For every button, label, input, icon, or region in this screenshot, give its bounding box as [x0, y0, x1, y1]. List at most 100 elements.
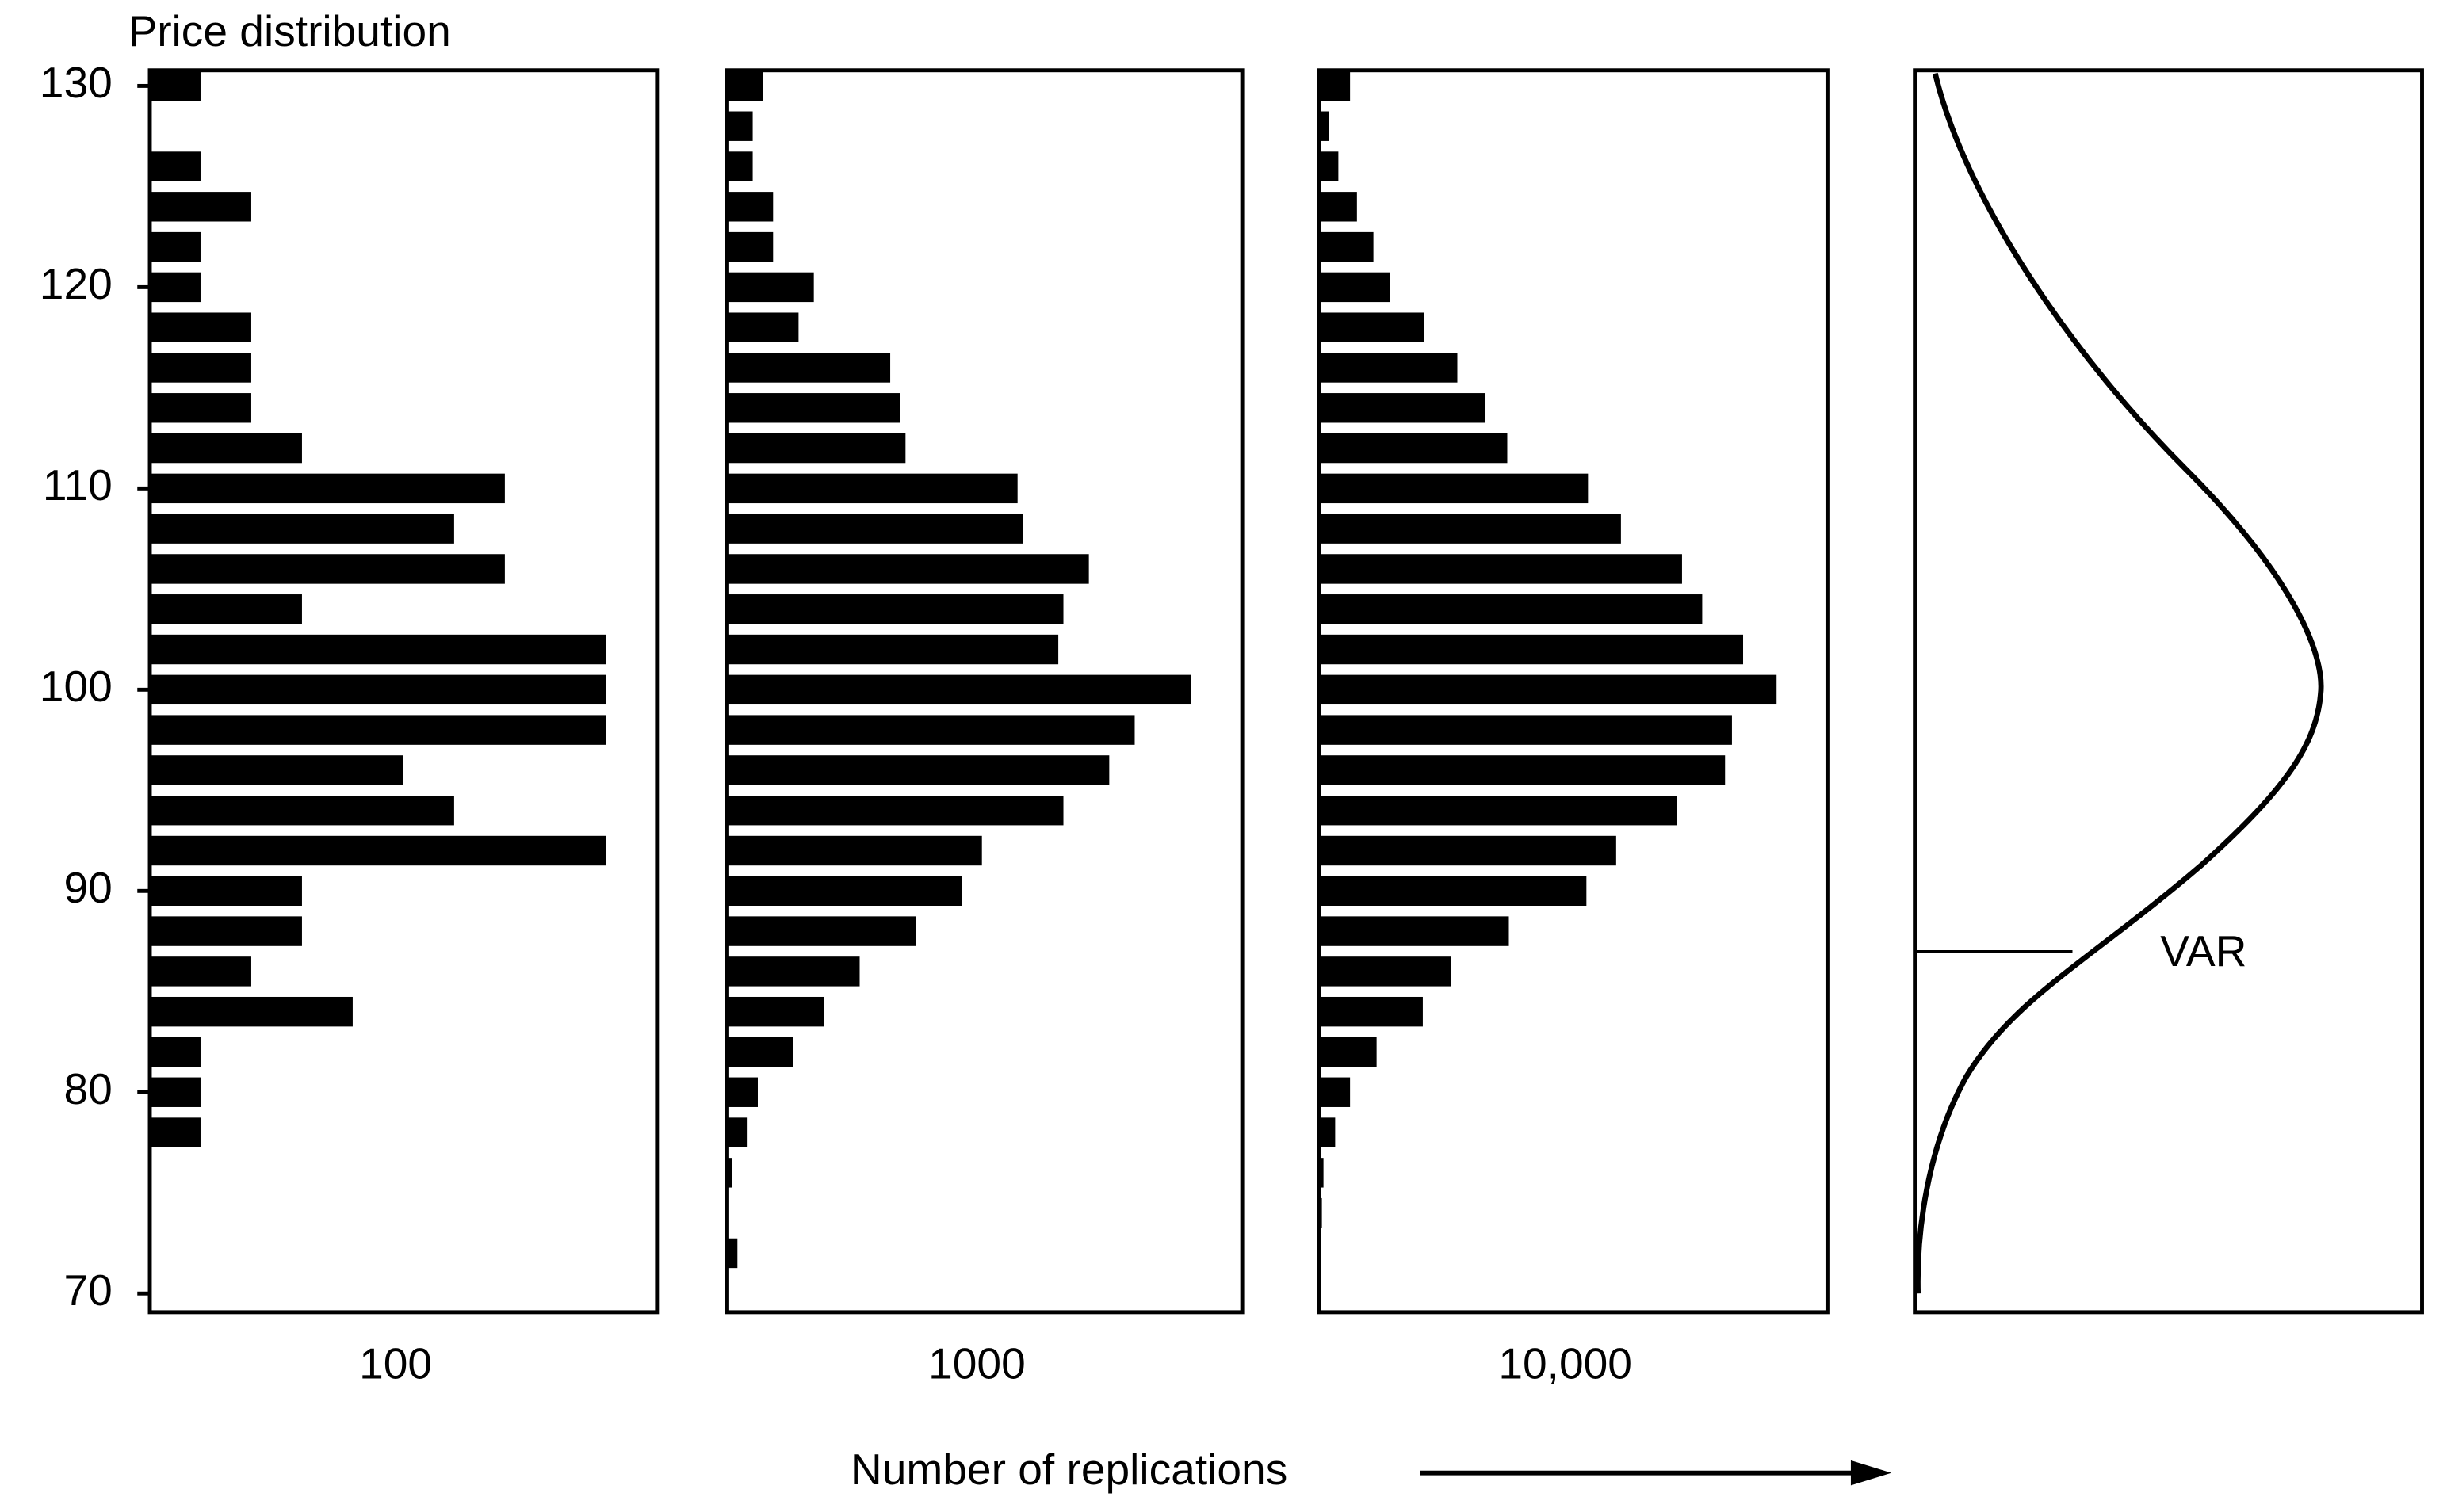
bar — [150, 755, 403, 785]
bar — [1318, 796, 1677, 826]
bar — [727, 674, 1191, 705]
bar — [150, 231, 201, 262]
bar — [727, 634, 1059, 665]
bar — [1318, 916, 1509, 946]
bar — [1318, 594, 1703, 624]
bar — [727, 1158, 732, 1188]
bar — [150, 473, 505, 504]
bar — [150, 956, 251, 987]
bar — [727, 71, 763, 101]
bar — [727, 796, 1064, 826]
bar — [150, 312, 251, 342]
y-tick-label: 90 — [63, 863, 112, 912]
bar — [1318, 151, 1339, 181]
bar — [727, 916, 916, 946]
bar — [727, 1117, 748, 1147]
bar — [1318, 634, 1744, 665]
bar — [150, 1117, 201, 1147]
bar — [727, 151, 753, 181]
bar — [1318, 514, 1621, 544]
bar — [1318, 1037, 1377, 1067]
bar — [1318, 755, 1726, 785]
bar — [1318, 674, 1777, 705]
panel-label: 1000 — [928, 1338, 1026, 1388]
bar — [727, 594, 1064, 624]
bar — [1318, 393, 1486, 423]
bar — [1318, 1117, 1336, 1147]
bar — [1318, 1077, 1351, 1107]
arrow — [1420, 1460, 1892, 1486]
bar — [1318, 715, 1732, 745]
bar — [727, 876, 962, 906]
bar — [1318, 192, 1357, 222]
bar — [1318, 312, 1424, 342]
bar — [150, 514, 454, 544]
bar — [150, 353, 251, 383]
bar — [727, 312, 799, 342]
bar — [727, 433, 906, 464]
bar — [727, 514, 1023, 544]
bar — [1318, 111, 1329, 141]
bar — [727, 1077, 758, 1107]
y-tick-label: 100 — [40, 662, 113, 711]
bar — [150, 393, 251, 423]
bar — [1318, 996, 1423, 1027]
bar — [150, 272, 201, 303]
bar — [727, 272, 814, 303]
bar — [150, 674, 606, 705]
bar — [727, 1238, 738, 1269]
bar — [727, 473, 1018, 504]
bar — [150, 996, 353, 1027]
y-tick-label: 130 — [40, 58, 113, 107]
bar — [150, 916, 302, 946]
bar — [1318, 473, 1589, 504]
bar — [727, 835, 982, 866]
bar — [150, 151, 201, 181]
bar — [1318, 956, 1451, 987]
bar — [1318, 231, 1374, 262]
panel-label: 100 — [359, 1338, 432, 1388]
bar — [1318, 1197, 1322, 1228]
y-tick-label: 70 — [63, 1266, 112, 1315]
bar — [1318, 835, 1616, 866]
bar — [1318, 71, 1351, 101]
panel-frame — [1913, 68, 2424, 1315]
bar — [1318, 1158, 1324, 1188]
bar — [1318, 876, 1587, 906]
bar — [727, 715, 1135, 745]
bar — [727, 996, 824, 1027]
panel-label: 10,000 — [1498, 1338, 1632, 1388]
chart-title: Price distribution — [128, 6, 450, 55]
bar — [727, 353, 891, 383]
bar — [150, 876, 302, 906]
bar — [1318, 272, 1390, 303]
bar — [727, 192, 774, 222]
bar — [1318, 433, 1508, 464]
bar — [727, 755, 1110, 785]
distribution-curve — [1914, 72, 2324, 1294]
bar — [1318, 554, 1682, 584]
bar — [150, 715, 606, 745]
y-tick-label: 80 — [63, 1064, 112, 1113]
bar — [150, 554, 505, 584]
bar — [727, 956, 860, 987]
var-label: VAR — [2160, 926, 2246, 976]
bar — [150, 634, 606, 665]
bar — [1318, 1238, 1321, 1269]
bar — [727, 231, 774, 262]
y-tick-label: 120 — [40, 259, 113, 308]
bar — [150, 71, 201, 101]
bar — [150, 1037, 201, 1067]
bar — [727, 554, 1089, 584]
bar — [150, 192, 251, 222]
bar — [150, 594, 302, 624]
bar — [150, 835, 606, 866]
y-tick-label: 110 — [43, 460, 113, 510]
bar — [727, 1037, 793, 1067]
bar — [150, 796, 454, 826]
bar — [150, 433, 302, 464]
bar — [1318, 353, 1458, 383]
bar — [150, 1077, 201, 1107]
